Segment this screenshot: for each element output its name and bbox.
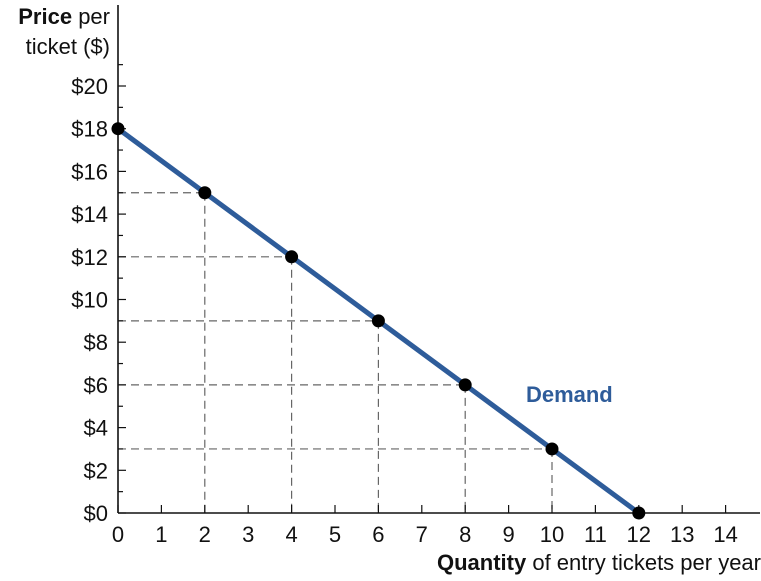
x-tick-label: 4: [285, 522, 297, 547]
data-point: [632, 506, 646, 520]
y-tick-label: $6: [84, 373, 108, 398]
x-axis-title: Quantity of entry tickets per year: [437, 550, 761, 575]
x-tick-label: 13: [670, 522, 694, 547]
x-tick-label: 2: [199, 522, 211, 547]
y-tick-label: $14: [71, 202, 108, 227]
y-tick-label: $10: [71, 288, 108, 313]
data-point: [545, 442, 559, 456]
y-axis-title: Price per ticket ($): [18, 4, 110, 59]
x-tick-label: 7: [416, 522, 428, 547]
y-tick-label: $4: [84, 416, 108, 441]
data-point: [371, 314, 385, 328]
y-tick-label: $12: [71, 245, 108, 270]
data-point: [458, 378, 472, 392]
x-tick-label: 12: [627, 522, 651, 547]
y-tick-label: $0: [84, 501, 108, 526]
x-tick-label: 6: [372, 522, 384, 547]
series-label-demand: Demand: [526, 382, 613, 407]
x-tick-label: 9: [502, 522, 514, 547]
x-tick-label: 11: [584, 522, 607, 547]
x-tick-label: 5: [329, 522, 341, 547]
x-tick-label: 14: [713, 522, 737, 547]
x-tick-label: 10: [540, 522, 564, 547]
x-tick-label: 3: [242, 522, 254, 547]
data-point: [198, 186, 212, 200]
y-tick-label: $8: [84, 330, 108, 355]
data-point: [111, 122, 125, 136]
data-point: [285, 250, 299, 264]
x-tick-label: 0: [112, 522, 124, 547]
y-tick-label: $2: [84, 458, 108, 483]
y-tick-label: $18: [71, 117, 108, 142]
y-tick-label: $16: [71, 159, 108, 184]
x-tick-label: 1: [155, 522, 167, 547]
y-tick-label: $20: [71, 74, 108, 99]
x-tick-label: 8: [459, 522, 471, 547]
